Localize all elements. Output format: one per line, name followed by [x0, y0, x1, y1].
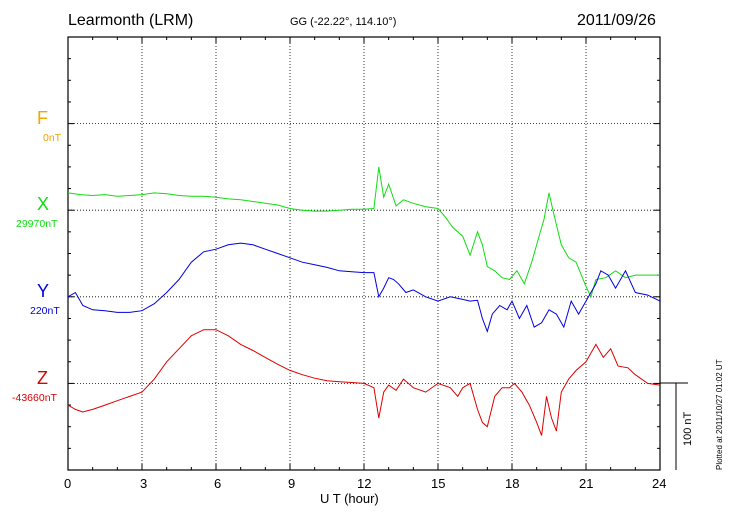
x-tick-label: 12 [357, 476, 372, 491]
station-title: Learmonth (LRM) [68, 12, 194, 29]
component-y-label: Y [37, 281, 50, 301]
component-z-label: Z [37, 368, 48, 388]
x-tick-label: 15 [431, 476, 446, 491]
chart-date: 2011/09/26 [577, 12, 656, 29]
x-tick-label: 0 [64, 476, 72, 491]
grid-lines [68, 37, 660, 470]
component-f-label: F [37, 108, 48, 128]
series-line-y [67, 242, 661, 333]
plotted-timestamp: Plotted at 2011/10/27 01:02 UT [715, 359, 724, 470]
series-lines [67, 166, 661, 436]
x-tick-label: 24 [652, 476, 667, 491]
x-tick-label: 3 [140, 476, 148, 491]
x-tick-label: 18 [505, 476, 520, 491]
axis-ticks [67, 36, 661, 471]
x-tick-label: 9 [288, 476, 296, 491]
component-z-baseline: -43660nT [12, 392, 57, 404]
component-y-baseline: 220nT [30, 305, 60, 317]
series-line-x [67, 166, 660, 299]
component-f-baseline: 0nT [43, 132, 62, 144]
scale-bar-label: 100 nT [682, 411, 694, 446]
x-tick-label: 21 [579, 476, 594, 491]
component-x-baseline: 29970nT [16, 218, 58, 230]
x-tick-label: 6 [214, 476, 222, 491]
station-coordinates: GG (-22.22°, 114.10°) [290, 16, 397, 28]
series-line-z [67, 329, 661, 436]
component-x-label: X [37, 194, 50, 214]
x-axis-label: U T (hour) [320, 491, 379, 506]
scale-bar [660, 382, 688, 470]
